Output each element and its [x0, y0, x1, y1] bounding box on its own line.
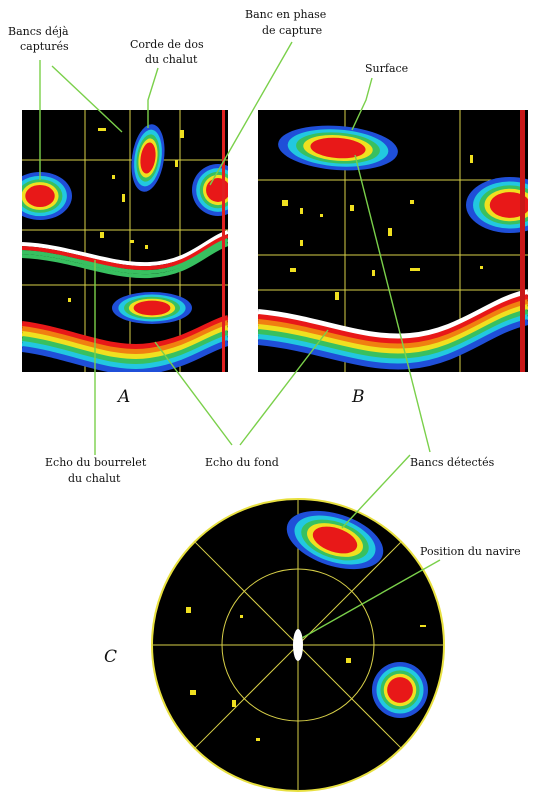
- school-echo: [312, 526, 358, 554]
- speck: [112, 175, 115, 179]
- range-marker: [222, 110, 225, 372]
- vessel: [293, 629, 303, 661]
- speck: [122, 194, 125, 202]
- school-echo: [140, 142, 156, 174]
- label: Banc en phase de capture: [245, 8, 326, 37]
- speck: [300, 208, 303, 214]
- speck: [410, 200, 414, 204]
- bottom-echo: [258, 294, 528, 345]
- speck: [388, 228, 392, 236]
- label: Echo du fond: [205, 456, 279, 469]
- label: Bancs détectés: [410, 456, 495, 469]
- speck: [410, 268, 420, 271]
- speck: [300, 240, 303, 246]
- panel-label: C: [104, 647, 117, 667]
- school-echo: [133, 300, 171, 316]
- speck: [320, 214, 323, 217]
- label: Surface: [365, 62, 408, 75]
- panel-label: A: [116, 387, 130, 407]
- speck: [145, 245, 148, 249]
- speck: [68, 298, 71, 302]
- speck: [256, 738, 260, 741]
- bottom-echo: [22, 230, 228, 267]
- panel-label: B: [351, 387, 365, 407]
- speck: [350, 205, 354, 211]
- speck: [180, 130, 184, 138]
- speck: [470, 155, 473, 163]
- bottom-echo: [22, 335, 228, 370]
- bottom-echo: [22, 330, 228, 365]
- school-echo: [206, 178, 228, 202]
- bottom-echo: [22, 242, 228, 279]
- speck: [175, 160, 178, 167]
- speck: [130, 240, 134, 243]
- bottom-echo: [258, 319, 528, 370]
- school-echo: [387, 677, 413, 703]
- bottom-echo: [22, 315, 228, 350]
- bottom-echo: [258, 314, 528, 365]
- speck: [190, 690, 196, 695]
- bottom-echo: [258, 304, 528, 355]
- speck: [282, 200, 288, 206]
- bottom-echo: [22, 340, 228, 372]
- range-ring: [221, 568, 375, 722]
- speck: [480, 266, 483, 269]
- speck: [232, 700, 236, 707]
- bottom-echo: [22, 234, 228, 271]
- speck: [372, 270, 375, 276]
- speck: [240, 615, 243, 618]
- speck: [335, 292, 339, 300]
- label: Bancs déjà capturés: [8, 25, 69, 53]
- bottom-echo: [258, 289, 528, 340]
- speck: [186, 607, 191, 613]
- speck: [98, 128, 106, 131]
- speck: [290, 268, 296, 272]
- label: Corde de dos du chalut: [130, 38, 204, 66]
- bottom-echo: [258, 309, 528, 360]
- school-echo: [25, 184, 55, 208]
- range-marker: [520, 110, 525, 372]
- label: Position du navire: [420, 545, 521, 558]
- leader-lines: [39, 41, 441, 639]
- bottom-echo: [258, 299, 528, 350]
- speck: [100, 232, 104, 238]
- bottom-echo: [22, 238, 228, 275]
- speck: [346, 658, 351, 663]
- bottom-echo: [22, 325, 228, 360]
- speck: [420, 625, 426, 627]
- bottom-echo: [22, 320, 228, 355]
- school-echo: [310, 137, 366, 159]
- school-echo: [489, 192, 528, 218]
- label: Echo du bourrelet du chalut: [45, 456, 147, 485]
